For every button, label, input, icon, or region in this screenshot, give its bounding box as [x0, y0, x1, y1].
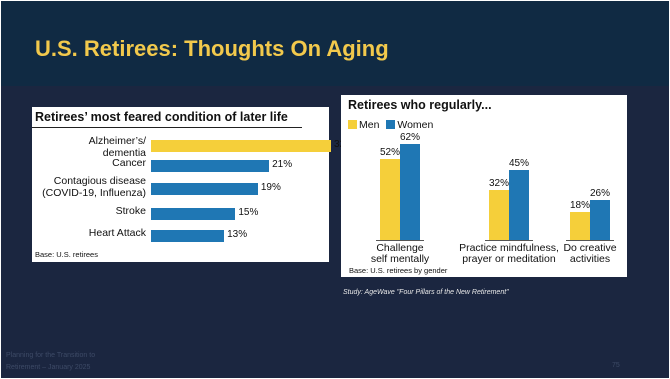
category-label: Cancer — [16, 157, 146, 169]
value-label: 15% — [238, 207, 259, 218]
value-label: 21% — [272, 159, 293, 170]
regular-activities-chart: Retirees who regularly... Men Women Base… — [341, 95, 627, 277]
category-label-line: dementia — [102, 147, 146, 159]
legend-label: Women — [397, 119, 434, 131]
legend-swatch-men — [348, 120, 357, 129]
bar — [590, 199, 610, 240]
bar — [151, 230, 225, 242]
legend-item-men: Men — [348, 119, 379, 131]
value-label: 19% — [260, 182, 281, 193]
footer-line: Retirement – January 2025 — [6, 364, 91, 371]
footer-line: Planning for the Transition to — [6, 352, 96, 359]
slide-title: U.S. Retirees: Thoughts On Aging — [35, 36, 389, 61]
category-label-line: Alzheimer’s/ — [88, 135, 146, 147]
bar — [489, 190, 509, 240]
bar — [151, 160, 270, 172]
bar — [509, 170, 529, 240]
chart-title: Retirees’ most feared condition of later… — [32, 110, 302, 128]
category-label-line: Cancer — [112, 157, 146, 169]
axis-baseline — [376, 240, 424, 241]
category-label-line: self mentally — [370, 253, 430, 265]
bar — [151, 183, 258, 195]
value-label: 18% — [569, 200, 590, 212]
value-label: 32% — [488, 178, 509, 190]
category-label: Challenge self mentally — [345, 243, 455, 265]
chart-title: Retirees who regularly... — [348, 98, 492, 112]
page-number: 75 — [612, 362, 620, 369]
bar — [570, 212, 590, 240]
bar — [151, 208, 236, 220]
category-label-line: prayer or meditation — [462, 253, 556, 265]
category-label-line: Practice mindfulness, — [459, 242, 559, 254]
category-label: Do creative activities — [535, 243, 645, 265]
legend-item-women: Women — [386, 119, 433, 131]
bar-row: Heart Attack 13% — [32, 227, 329, 247]
bar — [380, 159, 400, 240]
base-note: Base: U.S. retirees by gender — [349, 266, 448, 275]
title-bar — [1, 1, 669, 86]
value-label: 45% — [508, 158, 529, 170]
category-label-line: Contagious disease — [53, 175, 146, 187]
value-label: 13% — [227, 229, 248, 240]
legend-swatch-women — [386, 120, 396, 129]
study-citation: Study: AgeWave "Four Pillars of the New … — [343, 289, 509, 296]
category-label-line: Stroke — [115, 205, 146, 217]
value-label: 62% — [399, 132, 420, 143]
legend-label: Men — [359, 119, 380, 131]
category-label-line: Challenge — [376, 242, 424, 254]
bar-row: Contagious disease (COVID-19, Influenza) 1… — [32, 175, 329, 199]
footer-text: Planning for the Transition to Retiremen… — [6, 350, 95, 374]
bar — [151, 140, 331, 152]
value-label: 26% — [589, 187, 610, 199]
value-label: 52% — [379, 147, 400, 159]
category-label: Practice mindfulness, prayer or meditatio… — [454, 243, 564, 265]
category-label: Contagious disease (COVID-19, Influenza) — [16, 175, 146, 199]
axis-baseline — [485, 240, 533, 241]
bar — [400, 144, 420, 240]
category-label-line: activities — [569, 253, 611, 265]
category-label-line: Heart Attack — [88, 227, 146, 239]
category-label-line: Do creative — [563, 242, 617, 254]
bar-row: Stroke 15% — [32, 205, 329, 225]
axis-baseline — [566, 240, 614, 241]
base-note: Base: U.S. retirees — [35, 250, 98, 259]
category-label: Alzheimer’s/dementia — [16, 135, 146, 159]
bar-row: Cancer 21% — [32, 157, 329, 177]
category-label: Heart Attack — [16, 227, 146, 239]
feared-conditions-chart: Retirees’ most feared condition of later… — [32, 107, 354, 262]
category-label: Stroke — [16, 205, 146, 217]
bar-row: Alzheimer’s/dementia32% — [32, 135, 354, 159]
chart-legend: Men Women — [348, 119, 437, 131]
category-label-line: (COVID-19, Influenza) — [42, 187, 146, 199]
